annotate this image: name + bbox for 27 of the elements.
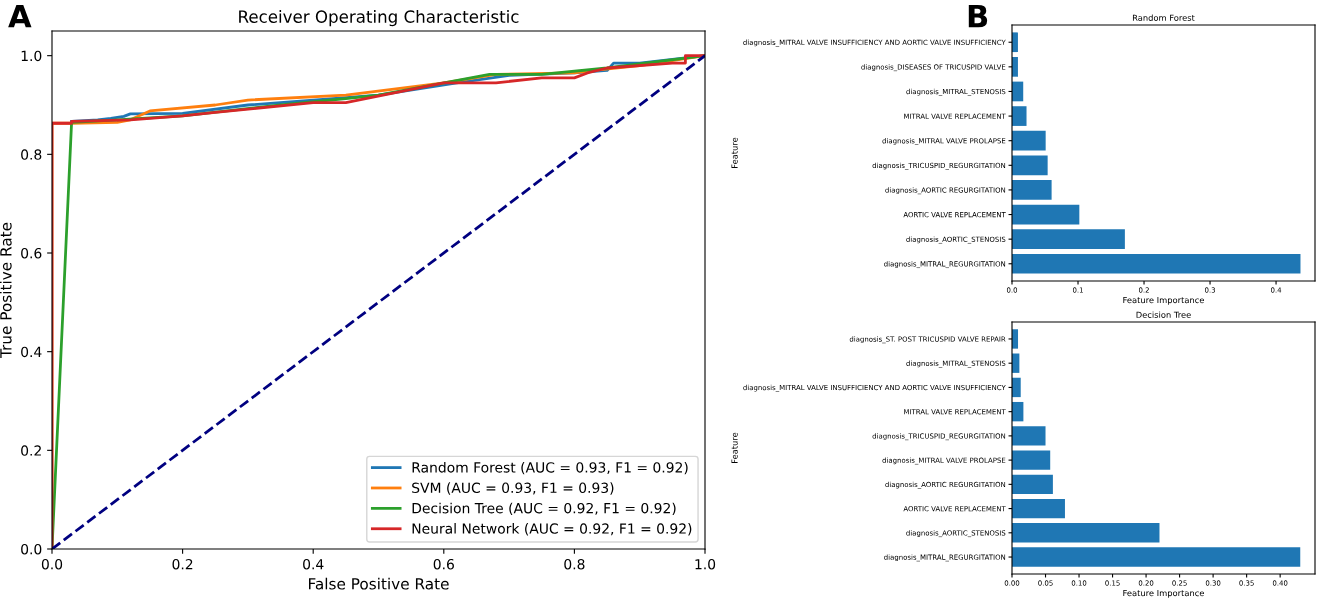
chart-title: Decision Tree — [1136, 311, 1191, 318]
chart-title: Random Forest — [1132, 14, 1195, 21]
y-tick-label: 1.0 — [21, 50, 42, 62]
chart-title: Receiver Operating Characteristic — [239, 10, 519, 27]
x-axis-title: Feature Importance — [1123, 297, 1204, 305]
y-axis-title: Feature — [731, 432, 738, 463]
legend-label: Decision Tree (AUC = 0.92, F1 = 0.92) — [412, 502, 676, 516]
x-axis-title: False Positive Rate — [309, 577, 449, 590]
y-axis-title: True Positive Rate — [0, 222, 12, 359]
text: B — [968, 4, 988, 28]
y-tick-label: 0.4 — [21, 346, 42, 358]
x-tick-label: 1.0 — [695, 558, 716, 570]
y-tick-label: 0.0 — [21, 543, 42, 555]
x-tick-label: 0.4 — [303, 558, 324, 570]
y-axis-title: Feature — [731, 137, 738, 168]
legend-label: SVM (AUC = 0.93, F1 = 0.93) — [412, 482, 614, 495]
legend-label: Neural Network (AUC = 0.92, F1 = 0.92) — [412, 523, 692, 536]
text: A — [8, 4, 32, 28]
y-tick-label: 0.8 — [21, 149, 42, 160]
x-tick-label: 0.8 — [564, 558, 585, 570]
x-tick-label: 0.6 — [433, 558, 454, 570]
legend-label: Random Forest (AUC = 0.93, F1 = 0.92) — [412, 461, 688, 475]
y-tick-label: 0.2 — [21, 445, 41, 456]
x-tick-label: 0.0 — [41, 558, 63, 570]
y-tick-label: 0.6 — [21, 247, 42, 259]
x-axis-title: Feature Importance — [1123, 590, 1204, 598]
x-tick-label: 0.2 — [172, 558, 193, 570]
